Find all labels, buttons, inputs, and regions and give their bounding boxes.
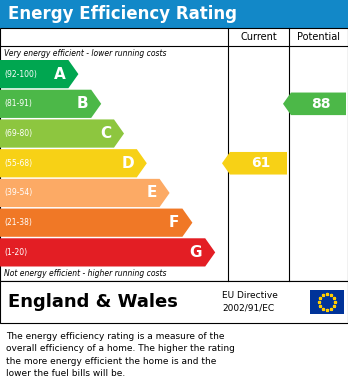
Text: 2002/91/EC: 2002/91/EC [222, 303, 274, 312]
Text: (81-91): (81-91) [4, 99, 32, 108]
Text: (1-20): (1-20) [4, 248, 27, 257]
Text: (55-68): (55-68) [4, 159, 32, 168]
Text: (39-54): (39-54) [4, 188, 32, 197]
Text: F: F [169, 215, 180, 230]
Text: Not energy efficient - higher running costs: Not energy efficient - higher running co… [4, 269, 166, 278]
Bar [310, 290, 344, 314]
Text: 88: 88 [311, 97, 330, 111]
Text: The energy efficiency rating is a measure of the
overall efficiency of a home. T: The energy efficiency rating is a measur… [6, 332, 235, 378]
Text: England & Wales: England & Wales [8, 293, 178, 311]
Text: E: E [146, 185, 157, 201]
Text: (21-38): (21-38) [4, 218, 32, 227]
Polygon shape [0, 238, 215, 267]
Text: Very energy efficient - lower running costs: Very energy efficient - lower running co… [4, 48, 166, 57]
Text: Potential: Potential [297, 32, 340, 42]
Polygon shape [0, 179, 169, 207]
Text: 61: 61 [251, 156, 270, 170]
Text: (92-100): (92-100) [4, 70, 37, 79]
Bar [0, 28, 348, 281]
Text: Current: Current [240, 32, 277, 42]
Polygon shape [0, 90, 101, 118]
Polygon shape [0, 208, 192, 237]
Text: EU Directive: EU Directive [222, 292, 278, 301]
Text: Energy Efficiency Rating: Energy Efficiency Rating [8, 5, 237, 23]
Polygon shape [222, 152, 287, 174]
Text: A: A [54, 66, 65, 82]
Polygon shape [283, 93, 346, 115]
Text: G: G [190, 245, 202, 260]
Text: (69-80): (69-80) [4, 129, 32, 138]
Text: D: D [121, 156, 134, 171]
Text: B: B [77, 96, 88, 111]
Bar [0, 281, 348, 323]
Bar [0, 0, 348, 28]
Polygon shape [0, 149, 147, 178]
Text: C: C [100, 126, 111, 141]
Polygon shape [0, 60, 78, 88]
Polygon shape [0, 119, 124, 148]
